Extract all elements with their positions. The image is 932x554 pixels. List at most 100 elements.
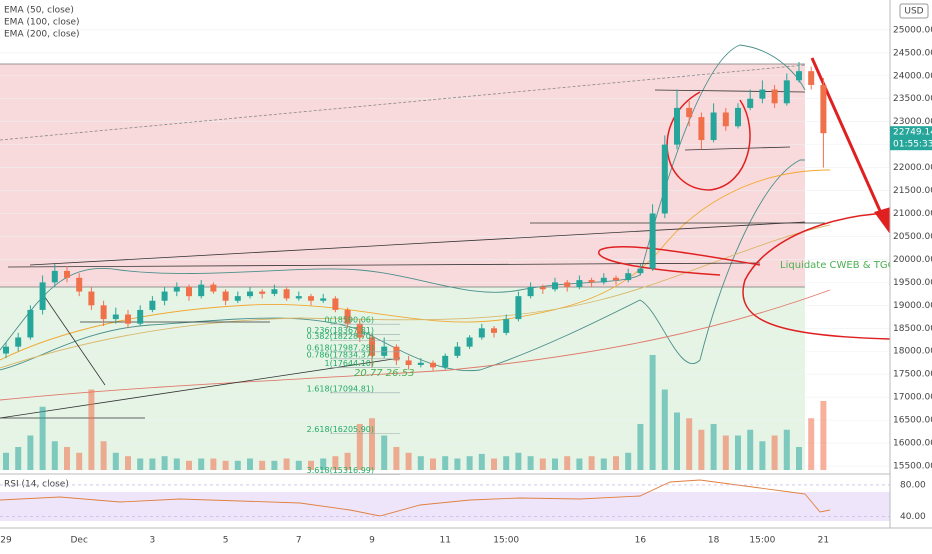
volume-bar [125,456,131,470]
x-tick-label: 16 [635,536,647,546]
volume-bar [149,458,156,470]
volume-bar [247,458,253,470]
y-tick-label: 23000.00 [893,117,932,127]
candle-body [466,337,473,347]
candle-body [125,314,131,324]
volume-bar [417,456,424,470]
candle-body [27,309,34,338]
candle-body [527,286,534,297]
candle-body [259,291,266,294]
candle-body [39,282,46,310]
candle-body [88,291,95,306]
annotation: Liquidate CWEB & TGOD an [780,260,919,271]
candle-body [796,71,802,81]
fib-label: 2.618(16205.90) [307,425,374,434]
trend-line [654,89,806,93]
volume-bar [356,424,363,470]
volume-bar [27,435,34,470]
candle-body [369,337,375,356]
currency-badge [899,3,929,19]
volume-bar [674,412,680,470]
candle-body [747,98,754,108]
volume-bar [539,458,546,470]
y-tick-label: 24500.00 [893,48,932,58]
y-tick-label: 17000.00 [893,393,932,403]
legend-item: EMA (100, close) [4,18,80,28]
trend-line [39,289,106,386]
candle-body [478,328,485,338]
volume-bar [600,458,607,470]
y-tick-label: 21500.00 [893,186,932,196]
volume-bar [466,456,473,470]
y-tick-label: 15500.00 [893,462,932,472]
candle-body [15,337,22,347]
fib-label: 0.786(17834.37) [307,350,374,359]
volume-bar [39,406,46,470]
fib-label: 0.618(17987.28) [307,343,374,352]
candle-body [600,277,607,283]
rsi-title: RSI (14, close) [4,480,69,490]
candle-body [320,298,327,301]
x-tick-label: 18 [708,536,720,546]
volume-bar [503,456,510,470]
candle-body [405,360,412,366]
rsi-tick-label: 80.00 [900,480,926,490]
candle-body [771,89,778,104]
volume-bar [369,418,375,470]
x-tick-label: 29 [0,536,12,546]
candle-body [137,309,144,324]
y-tick-label: 16500.00 [893,416,932,426]
candle-body [393,346,400,361]
candle-body [332,298,339,310]
candle-body [576,280,583,287]
volume-bar [332,456,339,470]
volume-bar [735,435,741,470]
candle-body [759,89,766,99]
candle-body [283,289,290,299]
trend-line [0,357,401,419]
candle-body [234,296,241,301]
volume-bar [796,447,802,470]
candle-body [308,296,314,301]
volume-bar [771,435,778,470]
fib-label: 1(17644.10) [324,359,374,368]
y-tick-label: 25000.00 [893,25,932,35]
candle-body [51,270,58,283]
volume-bar [320,458,327,470]
volume-bar [112,452,119,470]
trend-line [684,146,791,151]
candle-body [722,112,729,127]
rsi-tick-label: 40.00 [900,512,926,522]
y-tick-label: 22000.00 [893,163,932,173]
rsi-line [0,479,831,517]
y-tick-label: 20000.00 [893,255,932,265]
candle-body [442,355,449,368]
legend-item: EMA (50, close) [4,6,74,16]
candle-body [344,309,351,324]
volume-bar [637,424,644,470]
volume-bar [234,460,241,470]
candle-body [539,286,546,290]
price-axis [890,0,932,550]
volume-bar [405,452,412,470]
volume-bar [698,429,705,470]
y-tick-label: 18500.00 [893,324,932,334]
candle-body [356,323,363,338]
candle-body [625,273,632,281]
candle-body [112,314,119,320]
volume-bar [344,452,351,470]
candle-body [295,296,302,299]
candle-body [3,346,9,354]
volume-bar [308,460,314,470]
annotation: 20.77 26.53 [354,368,414,379]
volume-bar [661,389,668,470]
candle-body [637,268,644,274]
x-tick-label: 11 [439,536,450,546]
trend-line [7,262,761,268]
candle-body [588,280,595,283]
volume-bar [759,441,766,470]
volume-bar [76,452,83,470]
x-tick-label: 9 [369,536,375,546]
candle-body [820,84,827,134]
fib-label: 0.382(18228.70) [307,332,374,341]
